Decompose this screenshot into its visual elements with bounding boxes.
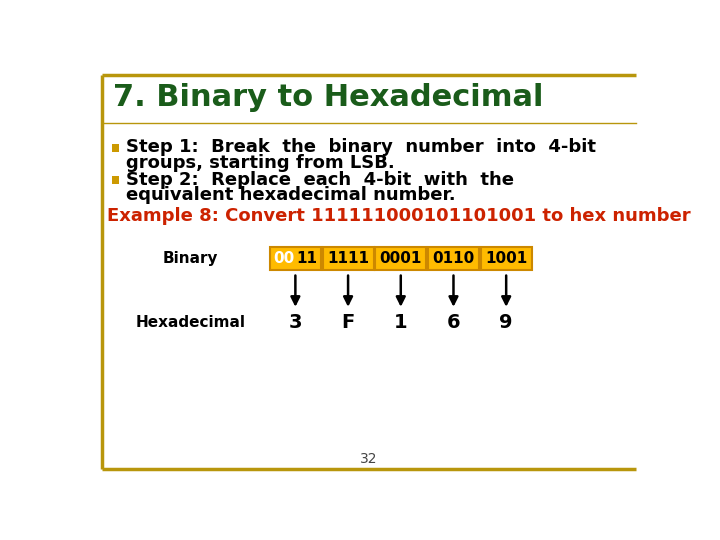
Bar [428,247,479,271]
Text: 0001: 0001 [379,251,422,266]
Text: 1001: 1001 [485,251,527,266]
Text: 1111: 1111 [327,251,369,266]
Text: 3: 3 [289,313,302,332]
Text: 1: 1 [394,313,408,332]
Bar [323,247,374,271]
Text: 7. Binary to Hexadecimal: 7. Binary to Hexadecimal [113,83,544,112]
Text: equivalent hexadecimal number.: equivalent hexadecimal number. [126,186,455,204]
Text: 0110: 0110 [432,251,474,266]
Text: F: F [341,313,355,332]
Bar [102,75,636,121]
Text: 9: 9 [500,313,513,332]
Text: Example 8: Convert 111111000101101001 to hex number: Example 8: Convert 111111000101101001 to… [107,207,690,225]
Bar [112,144,120,152]
Bar [375,247,426,271]
Bar [481,247,532,271]
Text: Binary: Binary [163,251,218,266]
Text: Hexadecimal: Hexadecimal [136,315,246,330]
Text: 32: 32 [360,452,378,466]
Text: Step 1:  Break  the  binary  number  into  4-bit: Step 1: Break the binary number into 4-b… [126,138,595,156]
Text: Step 2:  Replace  each  4-bit  with  the: Step 2: Replace each 4-bit with the [126,171,513,188]
Bar [112,177,120,184]
Text: 6: 6 [446,313,460,332]
Text: 00: 00 [274,251,294,266]
Text: groups, starting from LSB.: groups, starting from LSB. [126,153,395,172]
Text: 11: 11 [296,251,317,266]
Bar [270,247,321,271]
